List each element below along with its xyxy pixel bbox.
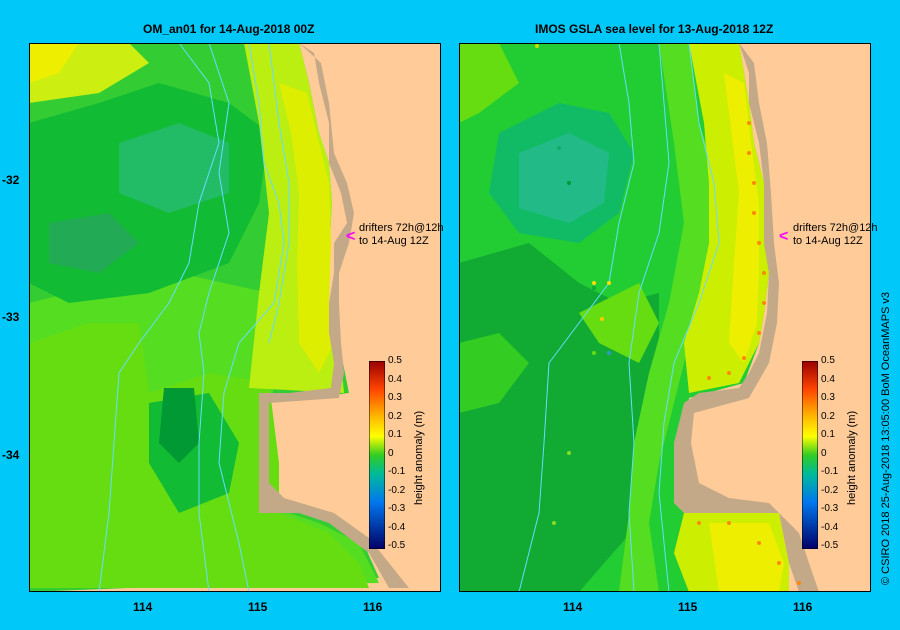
drifter-arrow-icon: < — [779, 228, 789, 245]
colorbar-tick-label: 0.2 — [388, 410, 402, 422]
colorbar-tick-label: 0 — [388, 447, 394, 459]
colorbar-tick-label: -0.1 — [821, 466, 839, 477]
colorbar-tick-label: -0.5 — [821, 540, 839, 551]
lat-tick-label: -34 — [2, 448, 20, 462]
lat-tick-label: -33 — [2, 310, 20, 324]
colorbar-tick-label: -0.1 — [388, 466, 406, 477]
colorbar-tick-label: 0.2 — [821, 410, 835, 422]
colorbar-tick-label: 0.4 — [821, 373, 835, 385]
colorbar-tick-label: -0.2 — [388, 484, 406, 496]
colorbar-tick-label: -0.4 — [821, 521, 839, 533]
credit-text: © CSIRO 2018 25-Aug-2018 13:05:00 BoM Oc… — [880, 291, 892, 585]
lon-tick-label: 116 — [363, 600, 383, 614]
lon-tick-label: 114 — [133, 600, 153, 614]
colorbar-tick-label: 0.5 — [821, 355, 835, 366]
left-colorbar-title: height anomaly (m) — [413, 410, 425, 505]
lon-tick-label: 115 — [678, 600, 698, 614]
colorbar-tick-label: -0.3 — [821, 503, 839, 514]
left-map-panel: < — [29, 43, 441, 592]
colorbar-tick-label: 0.3 — [821, 392, 835, 403]
right-panel-title: IMOS GSLA sea level for 13-Aug-2018 12Z — [535, 22, 774, 36]
colorbar-tick-label: -0.5 — [388, 540, 406, 551]
colorbar-tick-label: 0.5 — [388, 355, 402, 366]
right-colorbar — [802, 361, 818, 549]
colorbar-tick-label: -0.2 — [821, 484, 839, 496]
colorbar-tick-label: 0.4 — [388, 373, 402, 385]
left-panel-title: OM_an01 for 14-Aug-2018 00Z — [143, 22, 315, 36]
right-colorbar-title: height anomaly (m) — [846, 410, 858, 505]
bathymetry-contours — [518, 43, 720, 592]
lon-tick-label: 115 — [248, 600, 268, 614]
coastal-shelf — [259, 43, 409, 588]
colorbar-tick-label: 0.1 — [388, 429, 402, 440]
drifter-arrow-icon: < — [346, 228, 356, 245]
colorbar-tick-label: -0.3 — [388, 503, 406, 514]
lon-tick-label: 116 — [793, 600, 813, 614]
lon-tick-label: 114 — [563, 600, 583, 614]
lat-tick-label: -32 — [2, 173, 20, 187]
left-colorbar — [369, 361, 385, 549]
right-drifter-label: drifters 72h@12h to 14-Aug 12Z — [793, 222, 878, 247]
bathymetry-contours — [98, 43, 290, 592]
left-drifter-label: drifters 72h@12h to 14-Aug 12Z — [359, 222, 444, 247]
colorbar-tick-label: 0 — [821, 447, 827, 459]
drifter-points — [535, 44, 801, 585]
colorbar-tick-label: 0.3 — [388, 392, 402, 403]
colorbar-tick-label: 0.1 — [821, 429, 835, 440]
colorbar-tick-label: -0.4 — [388, 521, 406, 533]
